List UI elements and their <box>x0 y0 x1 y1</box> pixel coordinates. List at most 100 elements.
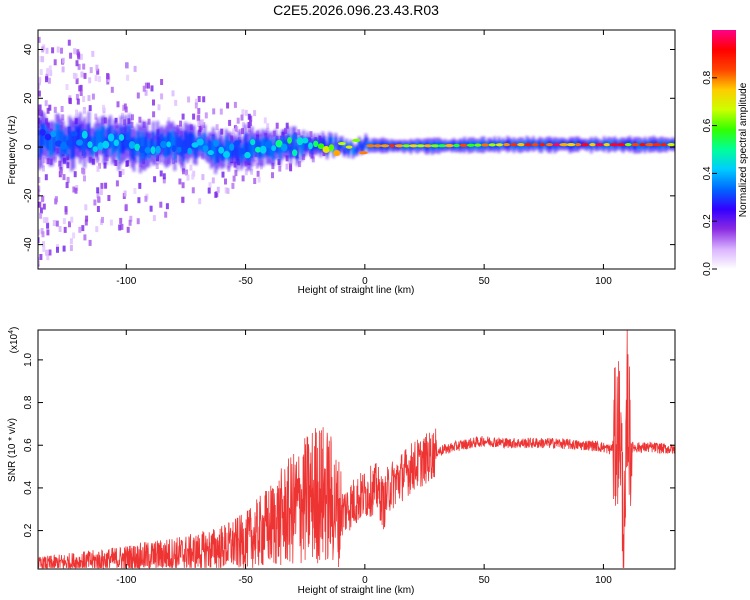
spectrogram-speckle <box>46 229 50 236</box>
spectrogram-speckle <box>39 69 43 75</box>
spectrogram-mid-cell <box>175 132 179 149</box>
snr-y-tick-label: 0.2 <box>23 523 34 537</box>
spectrogram-peak <box>60 141 68 150</box>
spectrogram-mid-cell <box>227 141 230 161</box>
spectrogram-speckle <box>241 128 245 135</box>
spectrogram-x-tick-label: -50 <box>238 276 253 287</box>
spectrogram-speckle <box>75 78 79 85</box>
spectrogram-mid-cell <box>267 140 271 157</box>
spectrogram-mid-cell <box>128 124 132 151</box>
spectrogram-speckle <box>75 93 79 100</box>
snr-x-tick-label: 100 <box>595 575 612 586</box>
spectrogram-peak <box>76 139 83 146</box>
colorbar-tick-label: 0.8 <box>702 70 713 84</box>
spectrogram-speckle <box>211 177 215 184</box>
spectrogram-mid-cell <box>291 133 295 151</box>
spectrogram-mid-cell <box>216 145 220 163</box>
spectrogram-peak <box>50 130 57 138</box>
spectrogram-speckle <box>45 76 48 83</box>
spectrogram-speckle <box>214 191 218 198</box>
spectrogram-speckle <box>181 196 185 203</box>
spectrogram-mid-cell <box>364 137 368 145</box>
snr-panel: -100 -50 0 50 100 0.2 0.4 0.6 0.8 1.0 Height of … <box>7 327 676 596</box>
spectrogram-speckle <box>69 245 73 251</box>
spectrogram-speckle <box>47 77 51 84</box>
spectrogram-speckle <box>215 124 219 131</box>
spectrogram-mid-cell <box>289 145 293 159</box>
snr-series-line <box>38 330 675 569</box>
spectrogram-peak <box>239 148 246 155</box>
spectrogram-x-tick-label: 0 <box>362 276 368 287</box>
spectrogram-speckle <box>94 113 98 120</box>
spectrogram-mid-cell <box>272 147 275 161</box>
spectrogram-speckle <box>73 48 77 55</box>
spectrogram-speckle <box>150 85 154 92</box>
spectrogram-speckle <box>224 187 228 194</box>
spectrogram-peak <box>595 143 604 147</box>
spectrogram-peak <box>389 144 395 148</box>
snr-y-tick-label: 1.0 <box>23 352 34 366</box>
spectrogram-speckle <box>83 175 86 182</box>
spectrogram-peak <box>616 143 626 147</box>
spectrogram-speckle <box>297 129 301 136</box>
spectrogram-speckle <box>191 187 195 194</box>
spectrogram-peak <box>660 143 668 147</box>
spectrogram-speckle <box>142 85 146 92</box>
spectrogram-panel: -100 -50 0 50 100 -40 -20 0 20 40 Height of stra… <box>7 29 676 296</box>
spectrogram-speckle <box>201 174 205 181</box>
spectrogram-speckle <box>69 52 73 59</box>
spectrogram-speckle <box>107 195 111 201</box>
spectrogram-mid-cell <box>347 146 351 155</box>
spectrogram-y-label: Frequency (Hz) <box>7 116 18 185</box>
spectrogram-mid-cell <box>332 145 336 155</box>
spectrogram-mid-cell <box>353 147 357 154</box>
snr-marks <box>38 330 675 569</box>
spectrogram-speckle <box>125 62 129 69</box>
spectrogram-speckle <box>68 98 72 105</box>
spectrogram-peak <box>603 143 610 147</box>
spectrogram-speckle <box>38 237 40 244</box>
colorbar: 0.0 0.2 0.4 0.6 0.8 Normalized spectral ampl… <box>702 30 749 276</box>
spectrogram-speckle <box>144 195 148 202</box>
spectrogram-speckle <box>52 220 56 226</box>
spectrogram-speckle <box>187 96 191 103</box>
spectrogram-speckle <box>83 72 87 79</box>
spectrogram-peak <box>409 144 418 148</box>
spectrogram-speckle <box>81 225 85 232</box>
spectrogram-peak <box>250 139 256 146</box>
spectrogram-mid-cell <box>38 129 41 158</box>
spectrogram-speckle <box>121 168 125 175</box>
spectrogram-speckle <box>131 114 134 121</box>
spectrogram-speckle <box>103 162 107 169</box>
spectrogram-speckle <box>128 219 132 226</box>
spectrogram-speckle <box>198 119 202 126</box>
spectrogram-speckle <box>65 84 69 90</box>
spectrogram-peak <box>539 143 546 147</box>
spectrogram-speckle <box>38 83 40 89</box>
spectrogram-mid-cell <box>48 132 52 157</box>
spectrogram-speckle <box>78 85 82 92</box>
spectrogram-speckle <box>66 162 70 169</box>
spectrogram-speckle <box>147 118 151 125</box>
snr-y-scale-exponent: 4 <box>8 330 15 334</box>
spectrogram-speckle <box>60 47 63 54</box>
spectrogram-speckle <box>74 187 78 194</box>
spectrogram-peak <box>566 143 576 147</box>
spectrogram-peak <box>652 143 662 147</box>
spectrogram-speckle <box>194 102 198 109</box>
spectrogram-speckle <box>73 171 77 178</box>
spectrogram-speckle <box>152 99 155 106</box>
colorbar-gradient <box>712 30 736 269</box>
spectrogram-peak <box>575 143 582 147</box>
spectrogram-speckle <box>118 171 122 178</box>
spectrogram-peak <box>39 129 46 136</box>
spectrogram-mid-cell <box>151 131 155 156</box>
spectrogram-peak <box>444 144 454 148</box>
spectrogram-speckle <box>129 215 133 222</box>
spectrogram-speckle <box>298 161 302 168</box>
spectrogram-speckle <box>160 93 164 100</box>
spectrogram-speckle <box>62 245 66 252</box>
spectrogram-mid-cell <box>72 132 76 158</box>
spectrogram-mid-cell <box>203 132 207 152</box>
spectrogram-mid-cell <box>171 130 175 151</box>
